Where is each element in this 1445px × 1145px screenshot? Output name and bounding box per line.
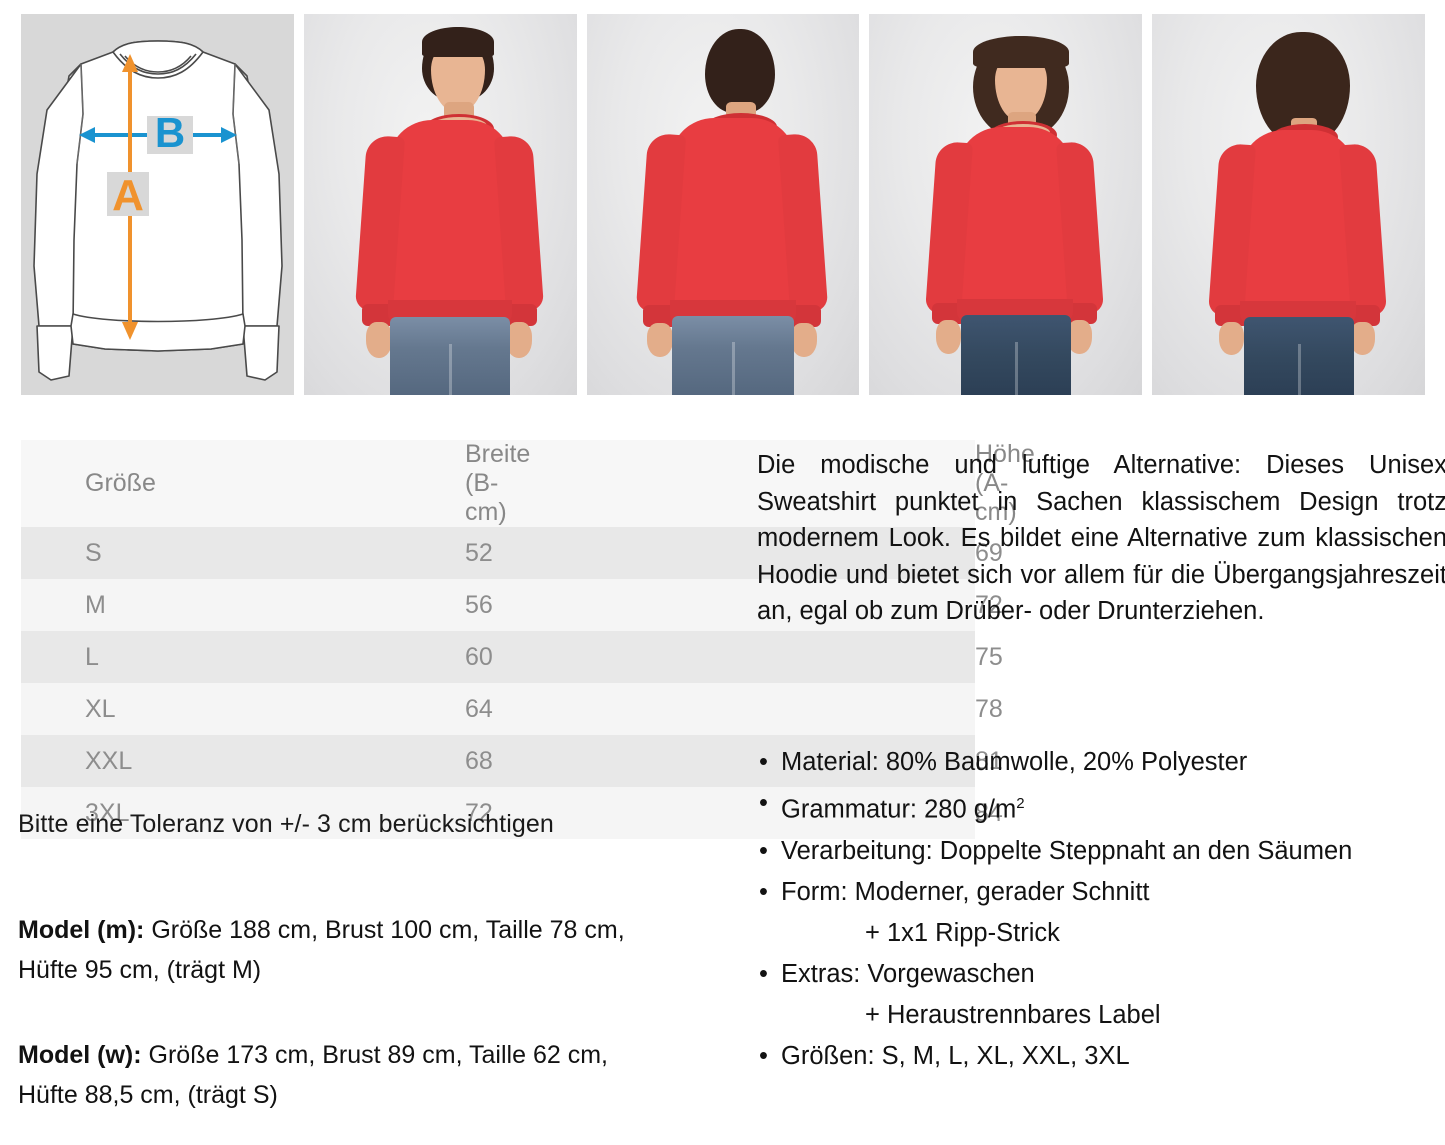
feature-text: Extras: Vorgewaschen — [781, 959, 1035, 988]
list-item: • Form: Moderner, gerader Schnitt — [757, 872, 1445, 913]
cell-size: XL — [85, 694, 116, 723]
table-row: XL 64 78 — [21, 683, 1003, 735]
feature-text: Form: Moderner, gerader Schnitt — [781, 877, 1150, 906]
model-male-specs: Model (m): Größe 188 cm, Brust 100 cm, T… — [18, 910, 730, 990]
table-row: L 60 75 — [21, 631, 1003, 683]
gallery-panel-model-female-back[interactable] — [1152, 14, 1425, 395]
list-item: • Material: 80% Baumwolle, 20% Polyester — [757, 742, 1445, 783]
feature-superscript: 2 — [1016, 795, 1025, 812]
gallery-panel-model-male-front[interactable] — [303, 14, 577, 395]
cell-size: M — [85, 590, 106, 619]
list-item: • Grammatur: 280 g/m2 — [757, 783, 1445, 831]
cell-size: L — [85, 642, 99, 671]
cell-width: 60 — [465, 642, 493, 671]
list-item: • Größen: S, M, L, XL, XXL, 3XL — [757, 1036, 1445, 1077]
bullet-icon: • — [759, 748, 768, 776]
svg-text:B: B — [155, 109, 185, 156]
list-item-sub: + Heraustrennbares Label — [757, 995, 1445, 1036]
bullet-icon: • — [759, 1041, 768, 1070]
cell-width: 56 — [465, 590, 493, 619]
product-image-gallery: B A — [21, 14, 1425, 395]
list-item: • Extras: Vorgewaschen — [757, 954, 1445, 995]
cell-width: 52 — [465, 538, 493, 567]
column-header-size: Größe — [85, 469, 156, 497]
cell-width: 64 — [465, 694, 493, 723]
tolerance-note: Bitte eine Toleranz von +/- 3 cm berücks… — [18, 810, 554, 838]
bullet-icon: • — [759, 959, 768, 988]
column-header-width: Breite (B-cm) — [465, 440, 531, 526]
size-measurement-table: Größe Breite (B-cm) Höhe (A-cm) S 52 69 … — [21, 440, 1035, 839]
feature-text: Material: 80% Baumwolle, 20% Polyester — [781, 748, 1248, 776]
feature-text: + 1x1 Ripp-Strick — [865, 918, 1060, 947]
cell-size: 3XL — [85, 798, 130, 827]
svg-text:A: A — [112, 171, 144, 220]
column-header-height: Höhe (A-cm) — [975, 440, 1035, 526]
model-female-specs: Model (w): Größe 173 cm, Brust 89 cm, Ta… — [18, 1035, 730, 1115]
model-female-line2: Hüfte 88,5 cm, (trägt S) — [18, 1081, 278, 1109]
product-description: Die modische und luftige Alternative: Di… — [757, 451, 1445, 625]
gallery-panel-model-male-back[interactable] — [586, 14, 860, 395]
cell-size: S — [85, 538, 102, 567]
model-male-label: Model (m): — [18, 916, 145, 944]
model-illustration-male-front — [304, 14, 577, 395]
gallery-panel-technical-drawing[interactable]: B A — [21, 14, 294, 395]
model-female-label: Model (w): — [18, 1041, 142, 1069]
bullet-icon: • — [759, 877, 768, 906]
list-item: • Verarbeitung: Doppelte Steppnaht an den… — [757, 831, 1445, 872]
bullet-icon: • — [759, 789, 768, 817]
list-item-sub: + 1x1 Ripp-Strick — [757, 913, 1445, 954]
sweatshirt-technical-sketch: B A — [33, 40, 283, 381]
cell-height: 75 — [975, 642, 1003, 671]
model-female-line1: Größe 173 cm, Brust 89 cm, Taille 62 cm, — [141, 1041, 608, 1069]
feature-text: Verarbeitung: Doppelte Steppnaht an den … — [781, 836, 1353, 865]
model-illustration-female-back — [1152, 14, 1425, 395]
cell-width: 72 — [465, 798, 493, 827]
cell-width: 68 — [465, 746, 493, 775]
feature-text: + Heraustrennbares Label — [865, 1000, 1161, 1029]
table-row: 3XL 72 84 — [21, 787, 1003, 839]
height-measure-arrow-a: A — [107, 54, 149, 340]
feature-text: Größen: S, M, L, XL, XXL, 3XL — [781, 1041, 1130, 1070]
feature-text: Grammatur: 280 g/m — [781, 795, 1017, 824]
cell-height: 81 — [975, 746, 1003, 775]
table-row: S 52 69 — [21, 527, 1003, 579]
bullet-icon: • — [759, 836, 768, 865]
cell-size: XXL — [85, 746, 133, 775]
gallery-panel-model-female-front[interactable] — [869, 14, 1143, 395]
model-male-line1: Größe 188 cm, Brust 100 cm, Taille 78 cm… — [144, 916, 625, 944]
table-row: XXL 68 81 — [21, 735, 1003, 787]
model-male-line2: Hüfte 95 cm, (trägt M) — [18, 956, 262, 984]
product-feature-list: • Material: 80% Baumwolle, 20% Polyester … — [757, 742, 1445, 1077]
cell-height: 84 — [975, 798, 1003, 827]
width-measure-arrow-b: B — [79, 109, 237, 156]
model-illustration-female-front — [869, 14, 1142, 395]
model-illustration-male-back — [587, 14, 860, 395]
table-row: M 56 72 — [21, 579, 1003, 631]
cell-height: 78 — [975, 694, 1003, 723]
cell-height: 72 — [975, 590, 1003, 619]
table-header-row: Größe Breite (B-cm) Höhe (A-cm) — [21, 440, 1035, 527]
cell-height: 69 — [975, 538, 1003, 567]
